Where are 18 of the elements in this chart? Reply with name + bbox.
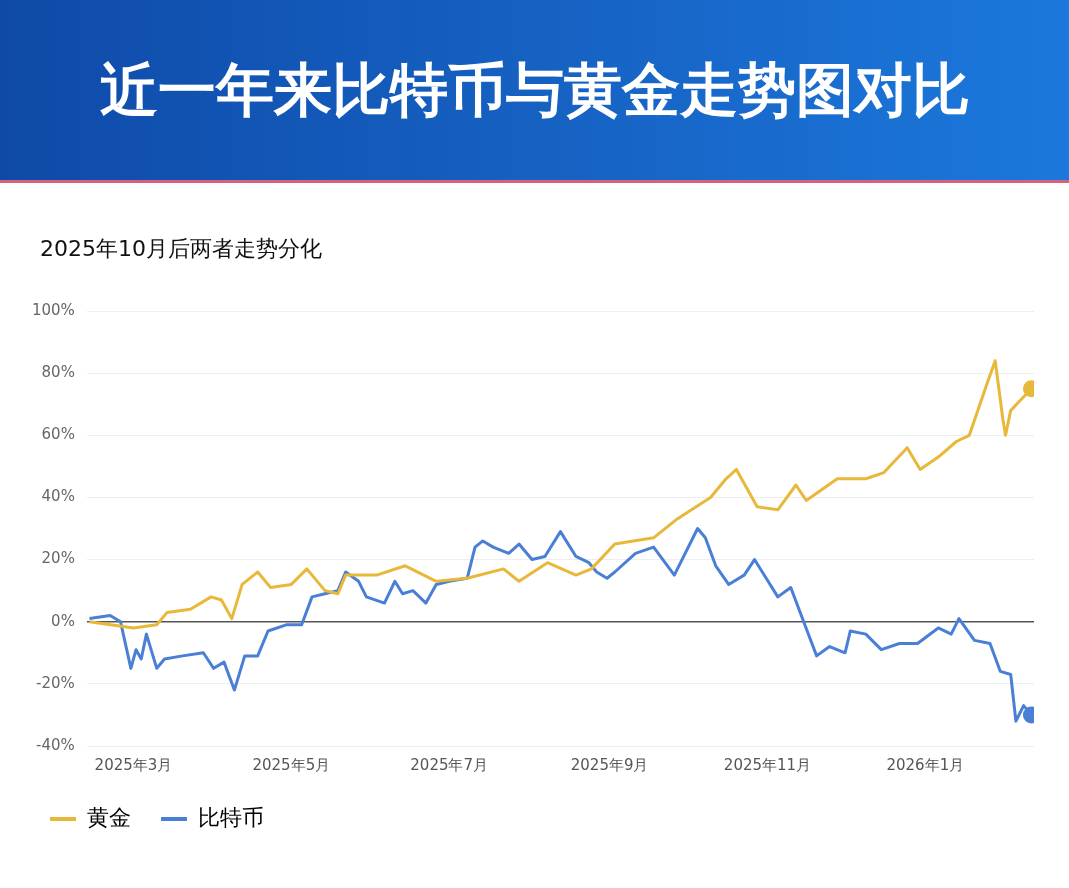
y-tick-label: 20% [41, 549, 75, 568]
y-tick-label: -20% [36, 673, 75, 692]
x-tick-label: 2025年5月 [252, 755, 331, 774]
chart-title: 近一年来比特币与黄金走势图对比 [0, 0, 1069, 180]
y-tick-label: -40% [36, 735, 75, 754]
y-tick-label: 80% [41, 363, 75, 382]
x-tick-label: 2025年7月 [410, 755, 489, 774]
x-tick-label: 2025年9月 [570, 755, 649, 774]
y-tick-label: 100% [31, 300, 75, 319]
y-tick-label: 40% [41, 487, 75, 506]
x-tick-label: 2026年1月 [886, 755, 965, 774]
legend-label: 比特币 [198, 804, 264, 830]
legend-label: 黄金 [87, 804, 131, 830]
x-tick-label: 2025年11月 [723, 755, 812, 774]
x-tick-label: 2025年3月 [94, 755, 173, 774]
y-tick-label: 60% [41, 425, 75, 444]
y-tick-label: 0% [51, 611, 75, 630]
chart-subtitle: 2025年10月后两者走势分化 [40, 235, 322, 263]
